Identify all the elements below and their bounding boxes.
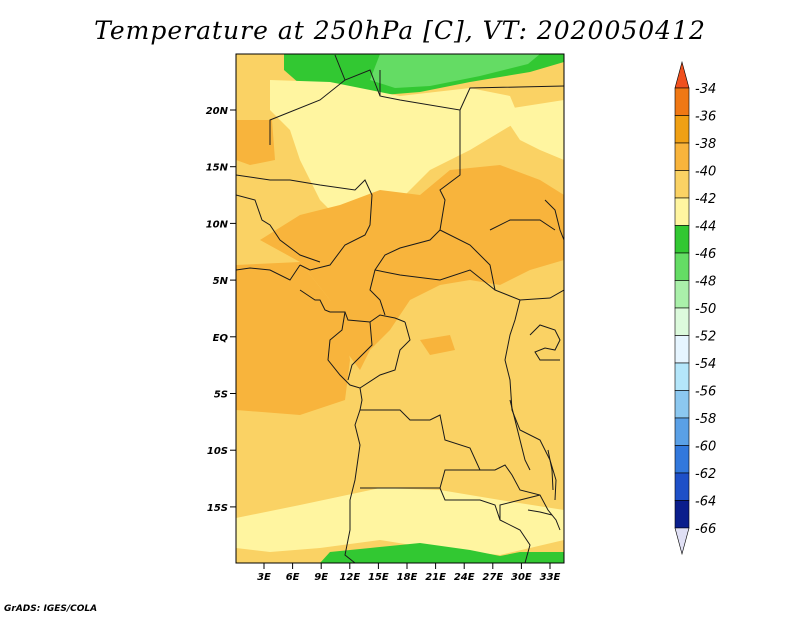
lat-tick-label: EQ bbox=[213, 333, 229, 344]
colorbar-label: -40 bbox=[695, 165, 716, 180]
colorbar-bottom-arrow bbox=[674, 527, 690, 556]
colorbar-swatch bbox=[674, 417, 690, 446]
longitude-axis: 3E 6E 9E 12E 15E 18E 21E 24E 27E 30E 33E bbox=[257, 563, 561, 583]
lon-tick-label: 15E bbox=[368, 572, 389, 583]
field-minus44-south bbox=[320, 543, 564, 563]
lon-tick-label: 3E bbox=[257, 572, 271, 583]
colorbar-label: -38 bbox=[695, 137, 716, 152]
lat-tick-label: 15N bbox=[206, 163, 229, 174]
colorbar-label: -60 bbox=[695, 440, 716, 455]
field-minus38-central bbox=[260, 165, 564, 370]
field-minus42-east bbox=[500, 100, 564, 160]
colorbar-label: -54 bbox=[695, 357, 716, 372]
colorbar-label: -62 bbox=[695, 467, 716, 482]
colorbar-swatch bbox=[674, 472, 690, 501]
lon-tick-label: 24E bbox=[454, 572, 475, 583]
lat-tick-label: 10N bbox=[206, 219, 229, 230]
colorbar-label: -44 bbox=[695, 220, 716, 235]
lat-tick-label: 5N bbox=[213, 276, 229, 287]
field-minus38-west bbox=[236, 262, 350, 415]
colorbar-label: -42 bbox=[695, 192, 716, 207]
colorbar-label: -56 bbox=[695, 385, 716, 400]
colorbar-swatch bbox=[674, 252, 690, 281]
temperature-field bbox=[236, 54, 564, 563]
lon-tick-label: 30E bbox=[511, 572, 532, 583]
lat-tick-label: 10S bbox=[207, 446, 228, 457]
country-borders bbox=[236, 54, 564, 563]
colorbar-swatch bbox=[674, 197, 690, 226]
field-minus46-north bbox=[370, 54, 540, 88]
grads-credit: GrADS: IGES/COLA bbox=[4, 604, 98, 614]
lon-tick-label: 6E bbox=[286, 572, 300, 583]
colorbar-label: -48 bbox=[695, 275, 716, 290]
colorbar-label: -52 bbox=[695, 330, 716, 345]
colorbar-label: -36 bbox=[695, 110, 716, 125]
map-frame bbox=[235, 53, 565, 564]
lon-tick-label: 33E bbox=[540, 572, 561, 583]
lat-tick-label: 5S bbox=[214, 390, 228, 401]
latitude-axis: 20N 15N 10N 5N EQ 5S 10S 15S bbox=[206, 106, 236, 514]
colorbar-swatch bbox=[674, 280, 690, 309]
field-minus42-south bbox=[236, 488, 564, 555]
colorbar: -34 -36 -38 -40 -42 -44 -46 -48 -50 -52 -54 -56 -58 -… bbox=[674, 60, 716, 556]
colorbar-top-arrow bbox=[674, 60, 690, 89]
colorbar-swatch bbox=[674, 335, 690, 364]
colorbar-swatch bbox=[674, 307, 690, 336]
colorbar-swatch bbox=[674, 170, 690, 199]
colorbar-swatch bbox=[674, 390, 690, 419]
lon-tick-label: 27E bbox=[482, 572, 503, 583]
colorbar-swatch bbox=[674, 87, 690, 116]
lon-tick-label: 21E bbox=[425, 572, 446, 583]
colorbar-swatch bbox=[674, 445, 690, 474]
lon-tick-label: 12E bbox=[339, 572, 360, 583]
lon-tick-label: 18E bbox=[397, 572, 418, 583]
lat-tick-label: 15S bbox=[207, 503, 228, 514]
colorbar-swatch bbox=[674, 115, 690, 144]
lat-tick-label: 20N bbox=[206, 106, 229, 117]
lon-tick-label: 9E bbox=[314, 572, 328, 583]
field-minus38-north bbox=[236, 120, 275, 165]
colorbar-label: -46 bbox=[695, 247, 716, 262]
colorbar-label: -58 bbox=[695, 412, 716, 427]
colorbar-swatch bbox=[674, 362, 690, 391]
colorbar-swatch bbox=[674, 142, 690, 171]
colorbar-swatch bbox=[674, 225, 690, 254]
colorbar-label: -34 bbox=[695, 82, 716, 97]
colorbar-label: -64 bbox=[695, 495, 716, 510]
field-minus38-patch bbox=[420, 335, 455, 355]
colorbar-label: -50 bbox=[695, 302, 716, 317]
field-minus42-north bbox=[270, 80, 520, 230]
map-title: Temperature at 250hPa [C], VT: 202005041… bbox=[94, 16, 706, 45]
colorbar-label: -66 bbox=[695, 522, 716, 537]
colorbar-swatch bbox=[674, 500, 690, 529]
